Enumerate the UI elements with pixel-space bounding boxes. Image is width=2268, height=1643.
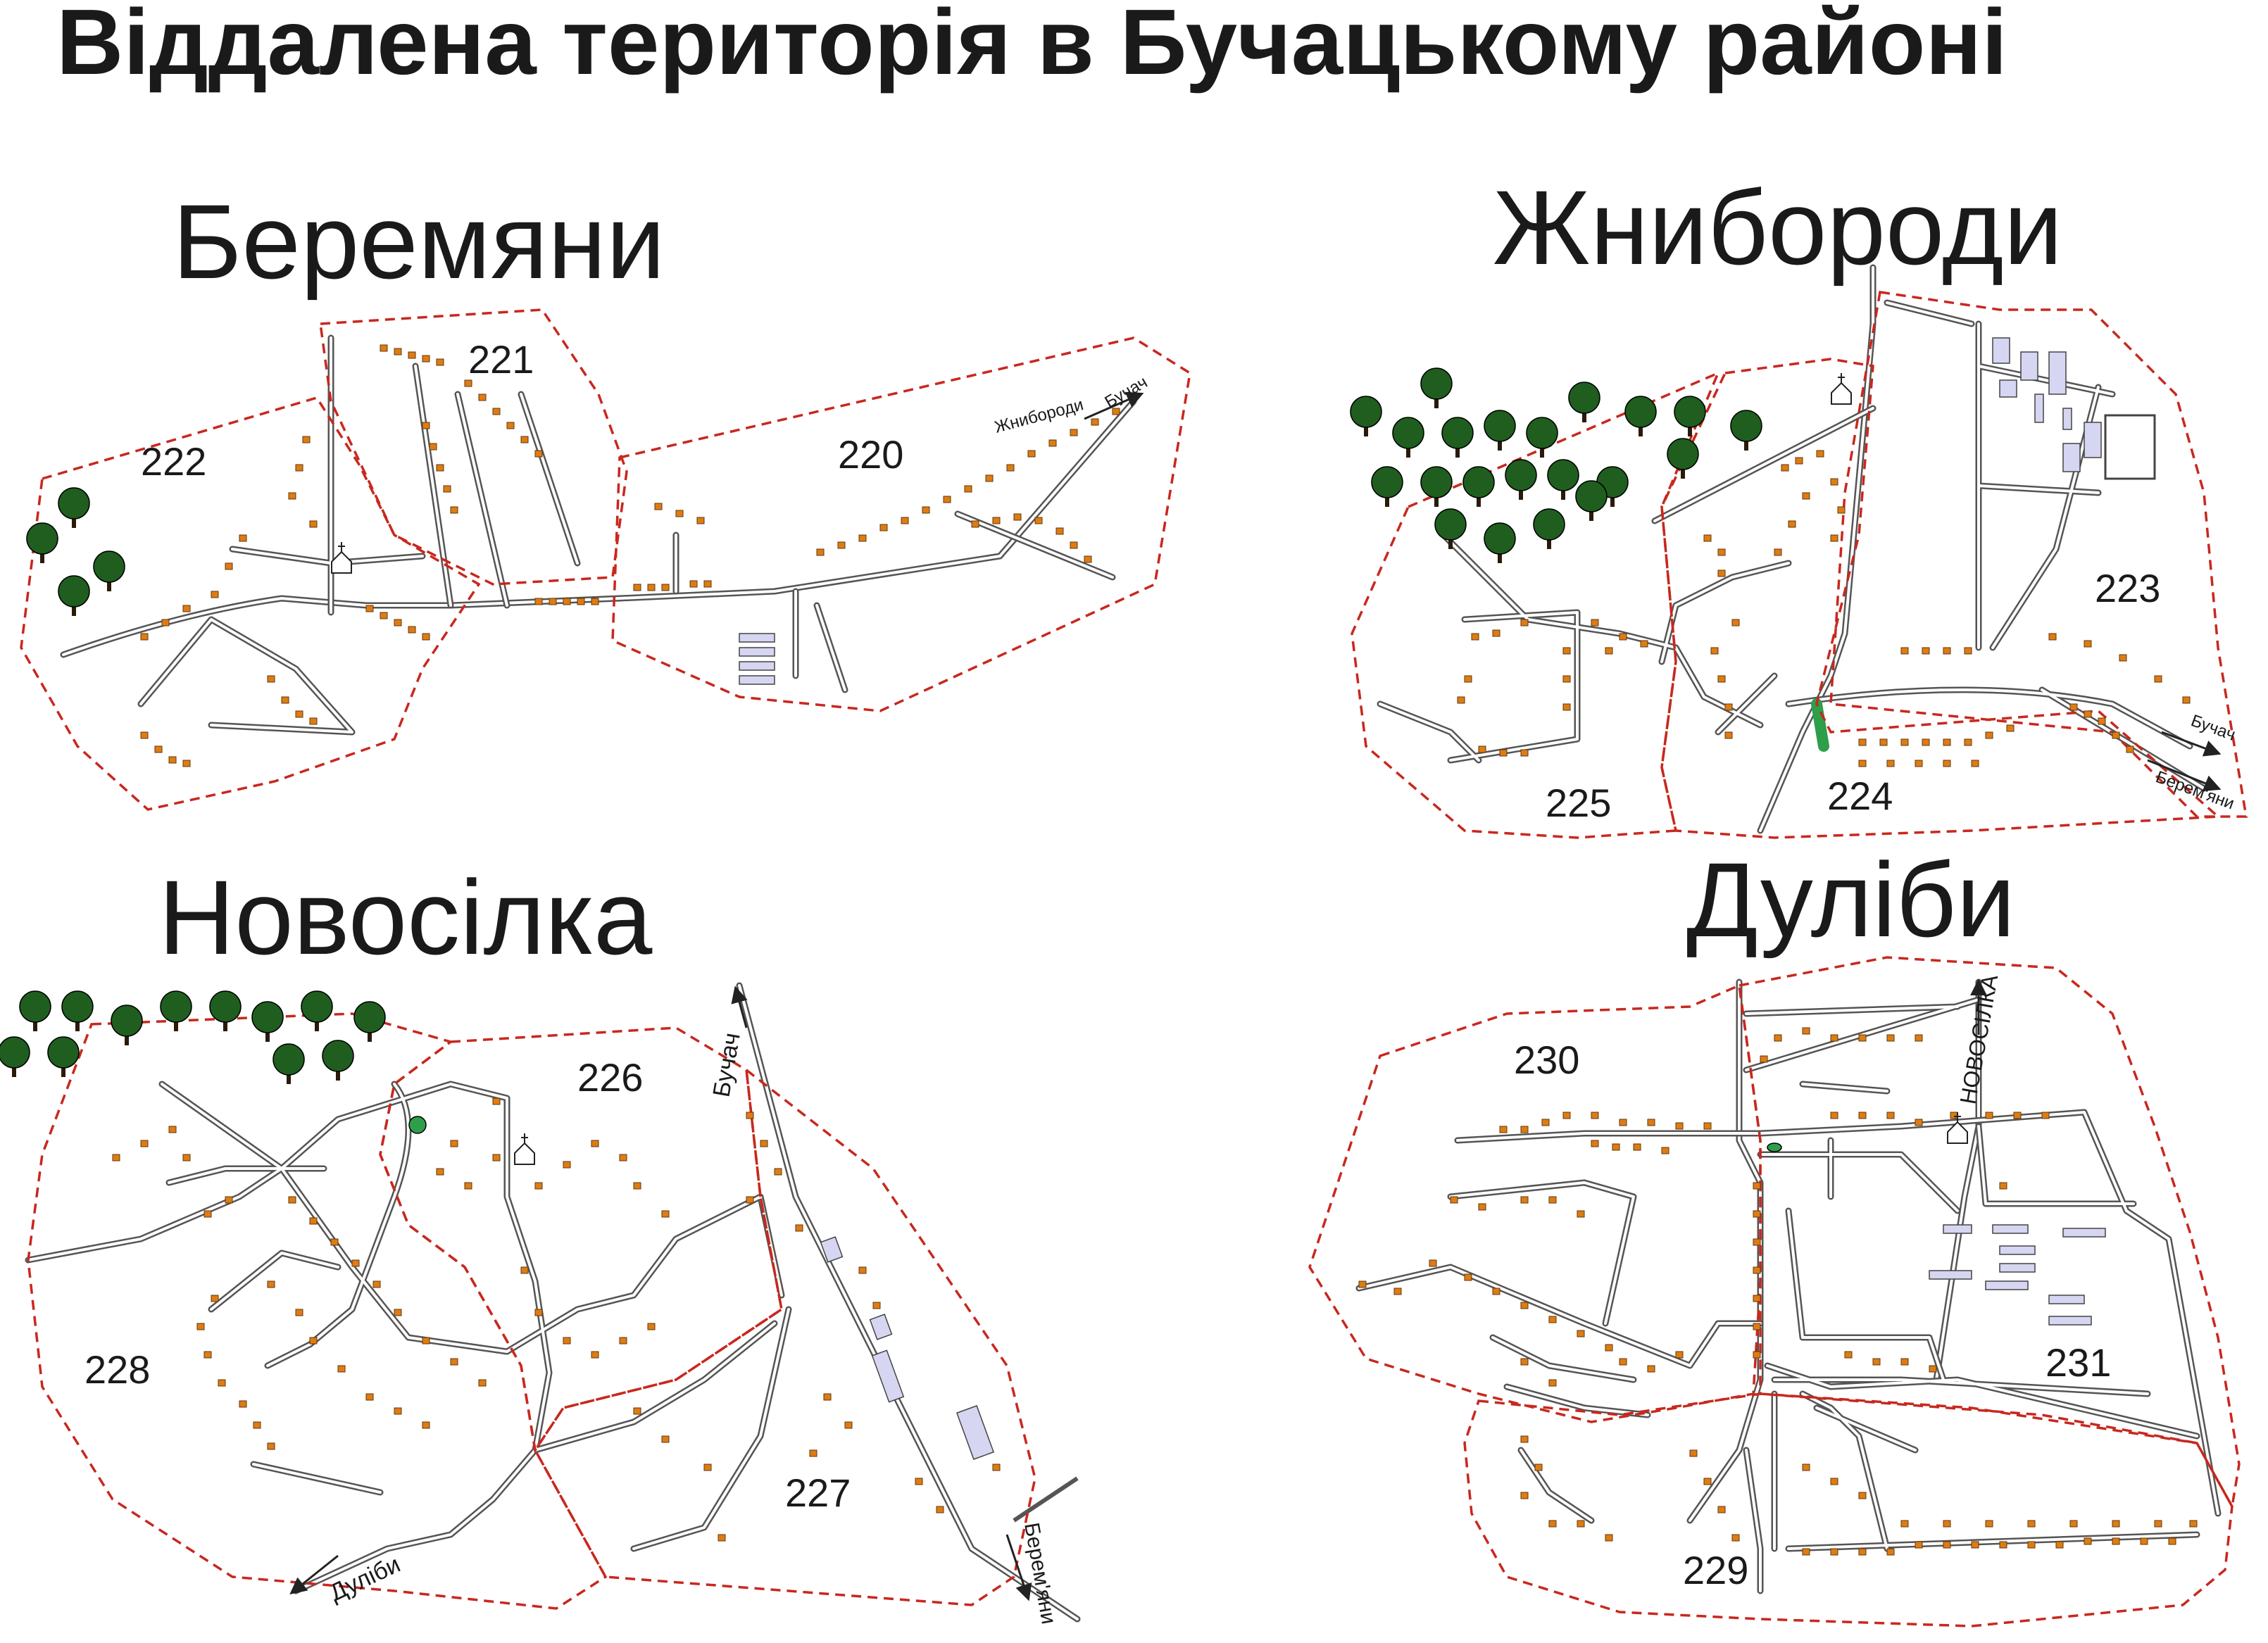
boundary-plot-229 xyxy=(1463,1392,2233,1628)
boundary-plot-228 xyxy=(27,1012,608,1610)
map-title: Віддалена територія в Бучацькому районі xyxy=(56,0,2007,94)
tree-icon xyxy=(1667,438,1699,479)
tree-icon xyxy=(1505,459,1537,500)
pond-icon xyxy=(1767,1142,1782,1152)
village-name-zhnyborody: Жнибороди xyxy=(1493,168,2062,287)
zhnyborody-roads xyxy=(1377,264,2207,834)
road-label-buchach-nov: Бучач xyxy=(708,1031,745,1099)
tree-icon xyxy=(0,1036,30,1077)
tree-icon xyxy=(1730,410,1762,451)
direction-arrow-icon xyxy=(289,1554,339,1594)
road-label-beremiany-nov: Берем'яни xyxy=(1020,1521,1060,1625)
novosilka-roads xyxy=(25,982,1081,1623)
tree-icon xyxy=(209,990,242,1031)
village-name-beremiany: Беремяни xyxy=(173,182,665,301)
tree-icon xyxy=(47,1036,80,1077)
church-icon xyxy=(331,542,352,574)
plot-224-label: 224 xyxy=(1827,774,1893,818)
novosilka-houses xyxy=(112,1097,1001,1542)
novosilka-facility xyxy=(820,1236,995,1460)
tree-icon xyxy=(272,1043,305,1084)
novosilka-map: Бучач Берем'яни Дуліби 226 227 228 xyxy=(0,982,1081,1626)
tree-icon xyxy=(1392,417,1424,458)
dulibi-houses xyxy=(1358,1027,2198,1556)
plot-231-label: 231 xyxy=(2045,1340,2111,1385)
zhnyborody-facility xyxy=(1992,337,2156,480)
tree-icon xyxy=(1484,522,1516,563)
plot-227-label: 227 xyxy=(785,1471,851,1515)
plot-229-label: 229 xyxy=(1683,1548,1748,1592)
direction-arrow-icon xyxy=(1084,391,1144,420)
direction-arrow-icon xyxy=(731,986,748,1028)
village-name-dulibi: Дуліби xyxy=(1686,841,2015,959)
tree-icon xyxy=(1533,508,1565,549)
beremiany-roads xyxy=(60,334,1137,736)
tree-icon xyxy=(19,990,51,1031)
tree-icon xyxy=(1575,480,1608,521)
tree-icon xyxy=(1568,382,1600,422)
tree-icon xyxy=(160,990,192,1031)
direction-arrow-icon xyxy=(1005,1534,1032,1601)
plot-225-label: 225 xyxy=(1546,781,1611,825)
church-icon xyxy=(514,1133,535,1165)
dulibi-map: НОВОСІЛКА 230 231 229 xyxy=(1308,956,2241,1628)
tree-icon xyxy=(1674,396,1706,436)
tree-icon xyxy=(1462,466,1495,507)
boundary-plot-231 xyxy=(1738,956,2241,1511)
tree-icon xyxy=(1420,367,1453,408)
tree-icon xyxy=(1350,396,1382,436)
zhnyborody-houses xyxy=(1457,450,2191,767)
boundary-plot-225 xyxy=(1351,370,1721,839)
plot-222-label: 222 xyxy=(141,439,206,484)
tree-icon xyxy=(1420,466,1453,507)
tree-icon xyxy=(58,575,90,616)
plot-228-label: 228 xyxy=(84,1347,150,1392)
direction-arrow-icon xyxy=(2147,759,2222,792)
tree-icon xyxy=(251,1001,284,1042)
tree-icon xyxy=(301,990,333,1031)
beremiany-houses xyxy=(140,344,1120,767)
tree-icon xyxy=(1547,459,1579,500)
road-label-novosilka: НОВОСІЛКА xyxy=(1955,972,2003,1106)
boundary-plot-223 xyxy=(1829,291,2248,818)
church-icon xyxy=(1831,373,1852,405)
tree-icon xyxy=(1624,396,1657,436)
tree-icon xyxy=(93,550,125,591)
plot-220-label: 220 xyxy=(838,432,903,477)
tree-icon xyxy=(1441,417,1474,458)
beremiany-facility xyxy=(739,633,775,685)
boundary-plot-222 xyxy=(20,396,481,811)
tree-icon xyxy=(1484,410,1516,451)
tree-icon xyxy=(1371,466,1403,507)
dulibi-facility xyxy=(1929,1224,2106,1326)
beremiany-map: Жнибороди Бучач 222 221 220 xyxy=(20,308,1191,811)
plot-230-label: 230 xyxy=(1514,1038,1579,1082)
tree-icon xyxy=(26,522,58,563)
dulibi-roads xyxy=(1355,978,2222,1594)
plot-223-label: 223 xyxy=(2095,566,2160,610)
direction-arrow-icon xyxy=(2161,731,2222,757)
tree-icon xyxy=(111,1005,143,1045)
tree-icon xyxy=(322,1040,354,1081)
tree-icon xyxy=(1434,508,1467,549)
boundary-plot-220 xyxy=(611,336,1191,712)
zhnyborody-map: Бучач Берем'яни 223 224 225 xyxy=(1350,264,2248,839)
road-label-beremiany-zh: Берем'яни xyxy=(2153,767,2237,813)
church-icon xyxy=(1947,1112,1968,1144)
novosilka-trees xyxy=(0,990,386,1084)
tree-icon xyxy=(61,990,94,1031)
pond-icon xyxy=(1811,698,1829,752)
road-label-buchach-zh: Бучач xyxy=(2188,711,2238,745)
village-name-novosilka: Новосілка xyxy=(158,858,653,976)
plot-221-label: 221 xyxy=(468,337,534,382)
beremiany-trees xyxy=(26,487,125,616)
pond-icon xyxy=(408,1116,427,1134)
tree-icon xyxy=(353,1001,386,1042)
tree-icon xyxy=(58,487,90,528)
zhnyborody-trees xyxy=(1350,367,1762,563)
plot-226-label: 226 xyxy=(577,1055,643,1100)
tree-icon xyxy=(1526,417,1558,458)
